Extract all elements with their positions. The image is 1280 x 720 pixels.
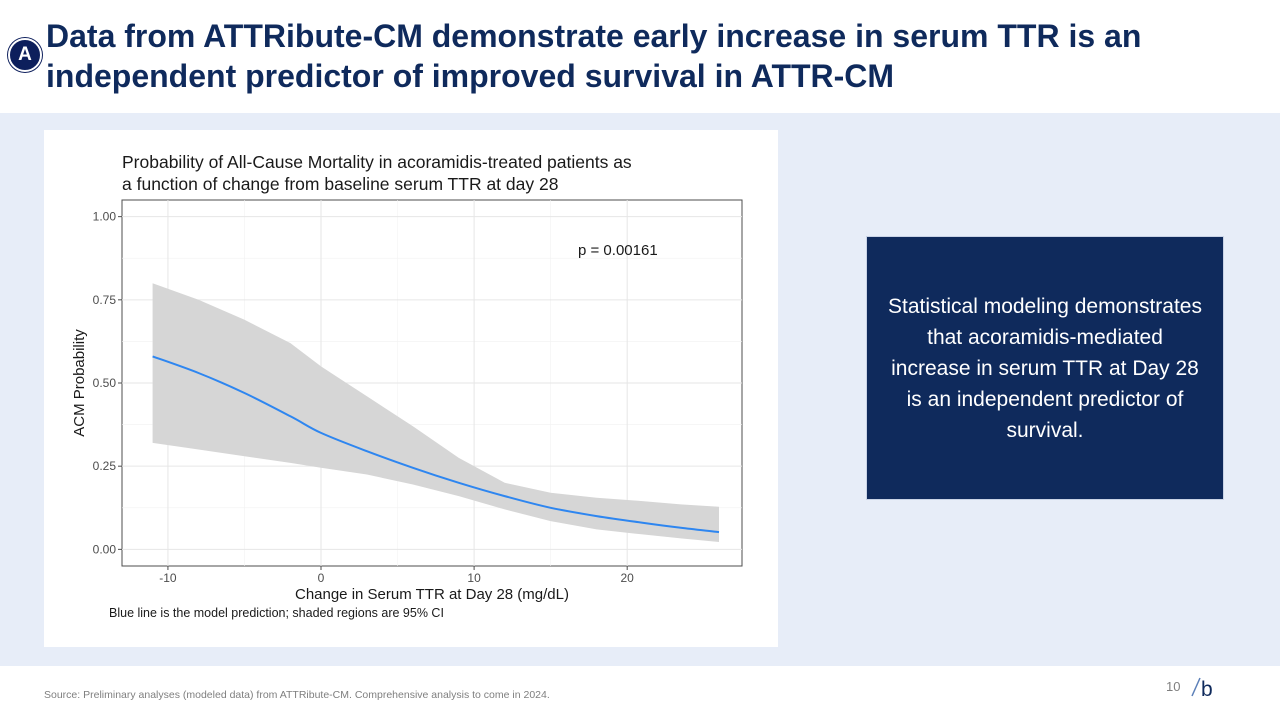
chart-caption: Blue line is the model prediction; shade… (109, 606, 444, 620)
x-axis-label: Change in Serum TTR at Day 28 (mg/dL) (295, 586, 569, 603)
slide-title: Data from ATTRibute-CM demonstrate early… (46, 18, 1142, 94)
prediction-line (152, 355, 720, 534)
ci-band (152, 283, 720, 542)
source-footnote: Source: Preliminary analyses (modeled da… (44, 689, 550, 701)
x-tick-label: 10 (467, 571, 481, 585)
logo-slash (1191, 677, 1201, 697)
y-tick-label: 0.50 (93, 376, 117, 390)
chart-panel: Probability of All-Cause Mortality in ac… (44, 130, 778, 647)
x-tick-label: 0 (318, 571, 325, 585)
y-tick-label: 0.25 (93, 459, 117, 473)
acm-probability-chart: Probability of All-Cause Mortality in ac… (71, 152, 743, 620)
company-logo: b (1191, 677, 1213, 701)
slide-header: A Data from ATTRibute-CM demonstrate ear… (0, 0, 1280, 113)
callout-text: Statistical modeling demonstrates that a… (888, 294, 1202, 442)
p-value-annotation: p = 0.00161 (578, 242, 658, 259)
logo-letter: b (1201, 678, 1213, 701)
y-tick-label: 0.00 (93, 542, 117, 556)
x-tick-label: 20 (621, 571, 635, 585)
chart-title-line-2: a function of change from baseline serum… (122, 174, 558, 194)
y-tick-label: 0.75 (93, 293, 117, 307)
page-number: 10 (1166, 679, 1181, 694)
x-tick-label: -10 (159, 571, 177, 585)
panel-badge: A (8, 38, 42, 72)
axes: -10 0 10 20 0.00 0.25 0.50 0.75 1.00 (93, 210, 635, 585)
y-tick-label: 1.00 (93, 210, 117, 224)
chart-title-line-1: Probability of All-Cause Mortality in ac… (122, 152, 632, 172)
key-finding-callout: Statistical modeling demonstrates that a… (866, 236, 1224, 500)
y-axis-label: ACM Probability (71, 329, 88, 437)
